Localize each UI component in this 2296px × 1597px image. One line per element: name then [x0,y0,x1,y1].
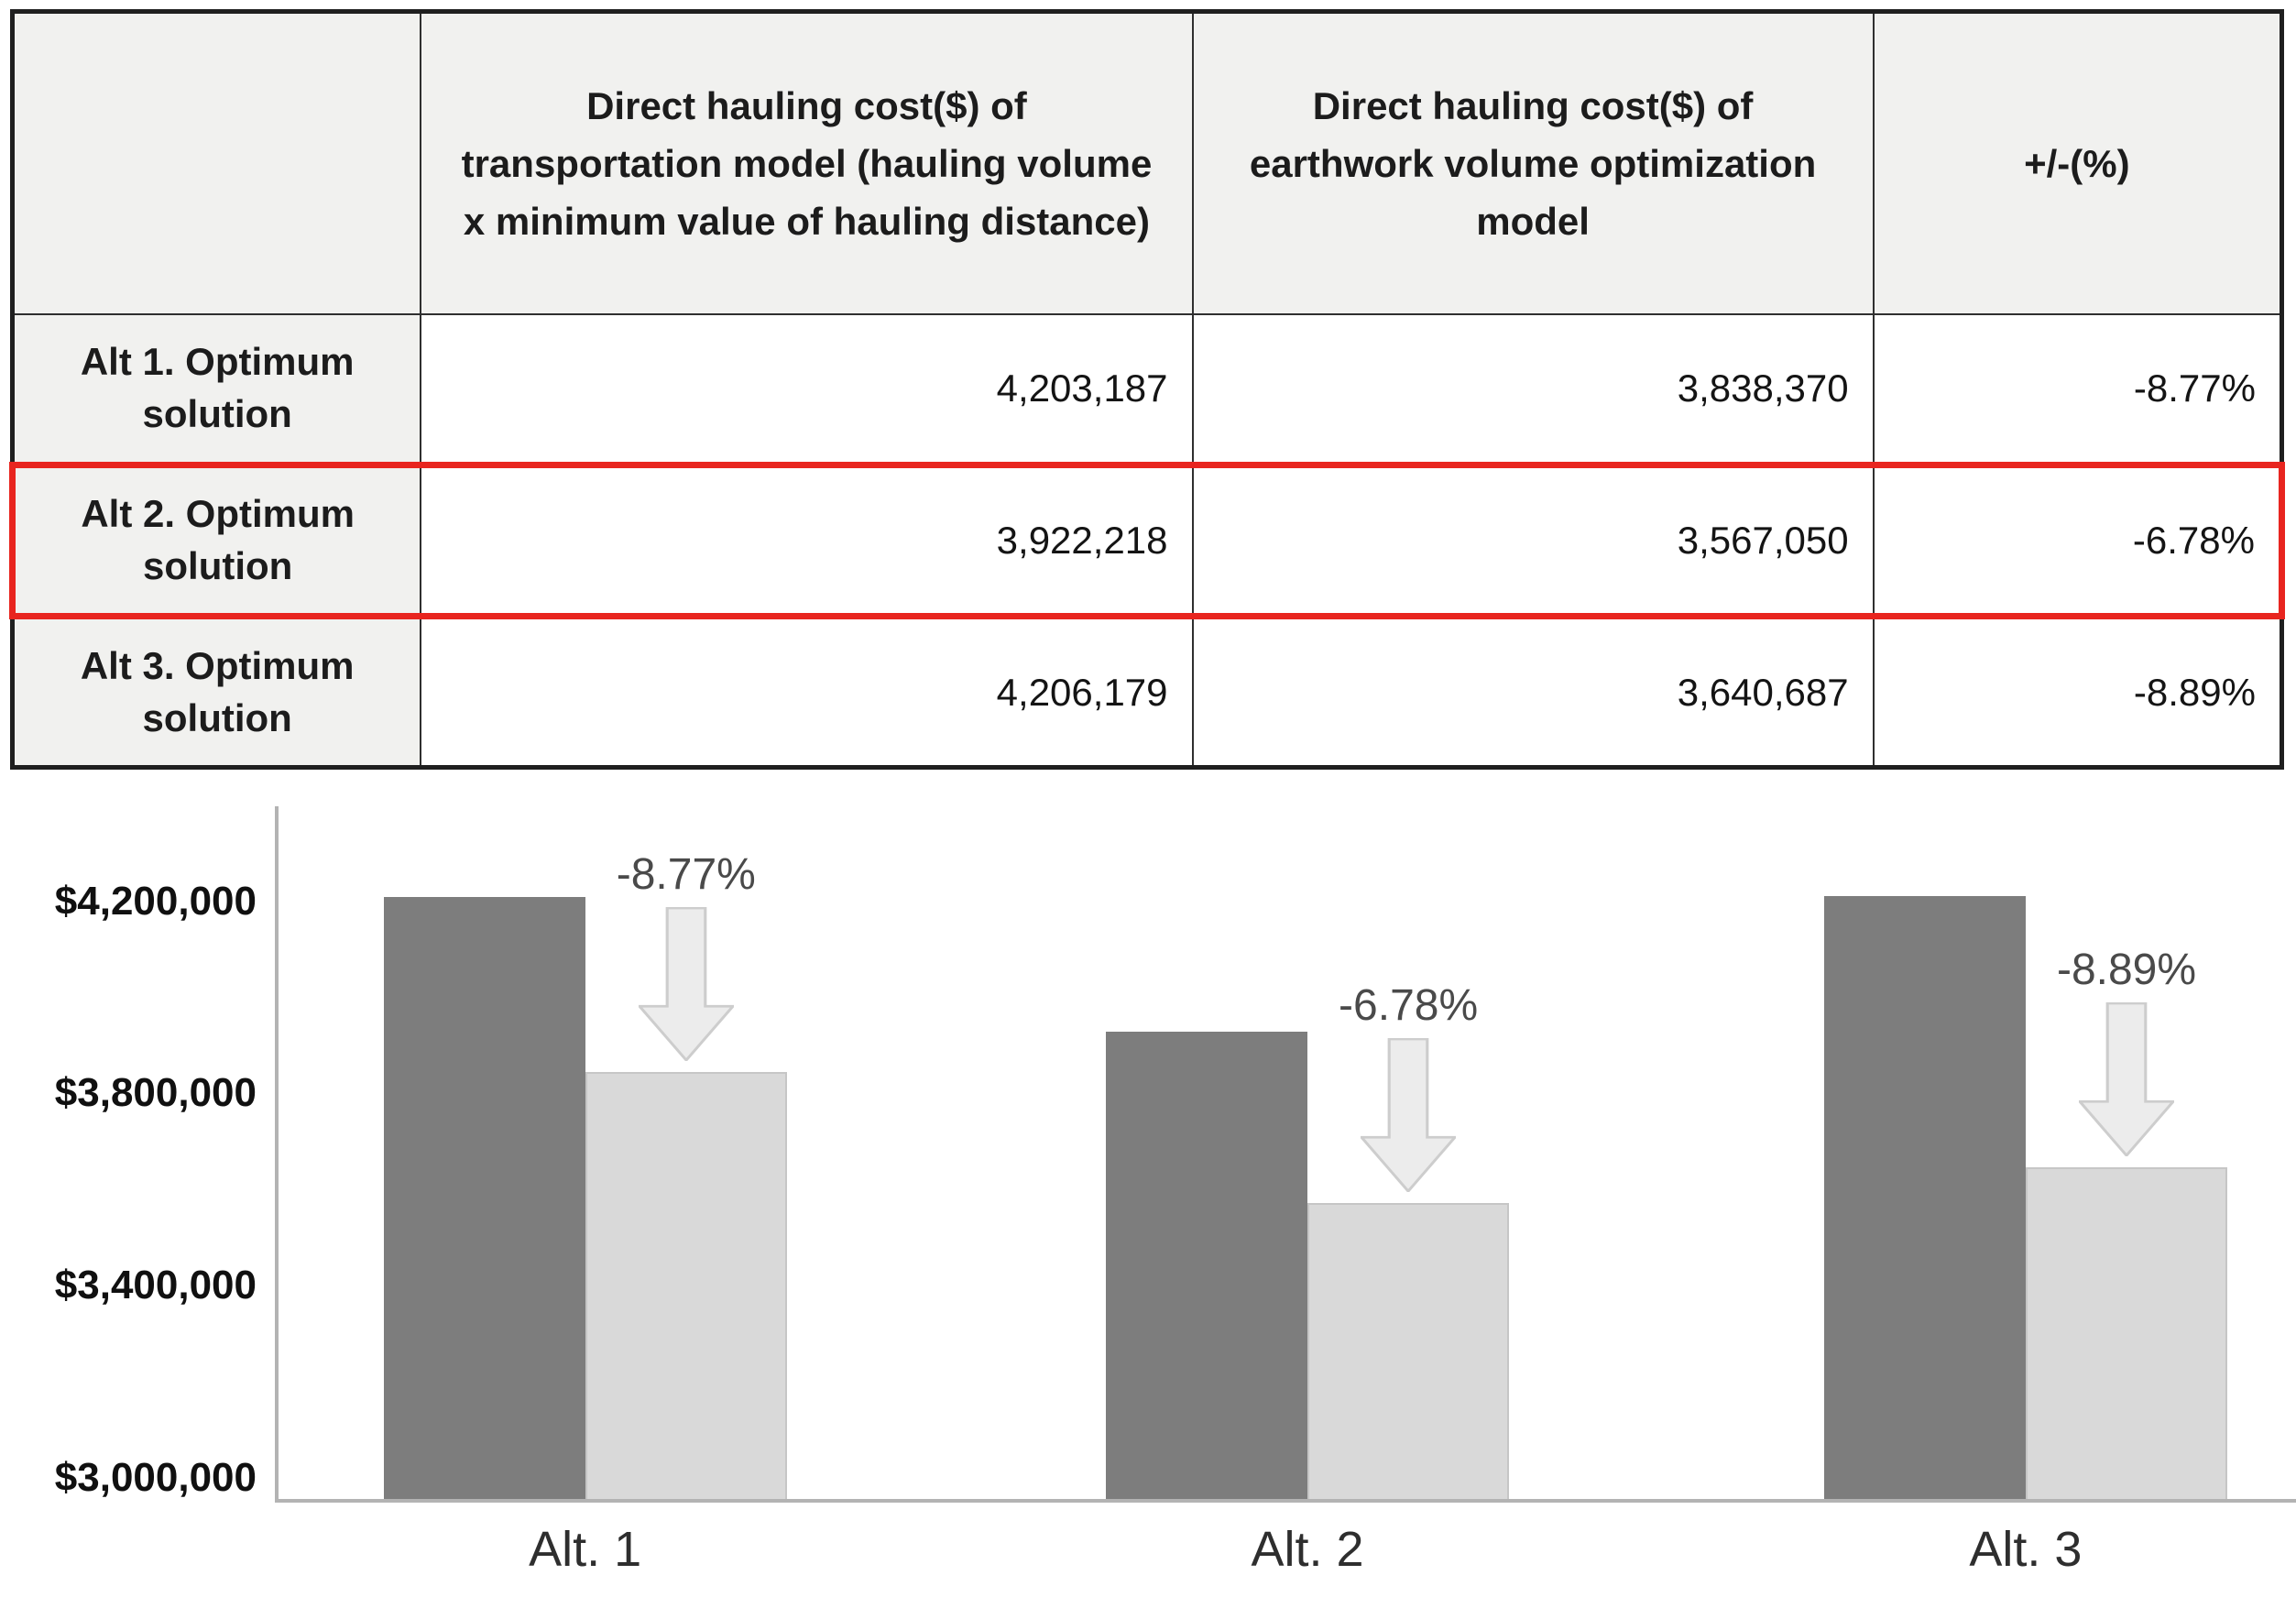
col-header-delta: +/-(%) [1872,10,2283,315]
transport-cost-cell: 3,922,218 [420,462,1194,619]
y-axis: $3,000,000 $3,400,000 $3,800,000 $4,200,000 [7,806,275,1503]
annotation: -8.77% [585,849,787,1062]
corner-header-cell [11,10,422,315]
cost-comparison-chart: $3,000,000 $3,400,000 $3,800,000 $4,200,000… [0,806,2296,1577]
y-tick-label: $4,200,000 [54,878,257,924]
category-label: Alt. 3 [1969,1522,2083,1577]
delta-cell: -8.89% [1872,615,2283,769]
y-tick-label: $3,800,000 [54,1070,257,1116]
transport-cost-cell: 4,206,179 [420,615,1194,769]
table-body: Alt 1. Optimum solution 4,203,187 3,838,… [9,312,2285,769]
optimized-cost-cell: 3,567,050 [1191,462,1875,619]
annotation-label: -6.78% [1339,980,1479,1030]
y-tick-label: $3,000,000 [54,1454,257,1500]
y-tick-label: $3,400,000 [54,1263,257,1308]
bar-transportation-cost [383,897,585,1499]
down-arrow-icon [2079,1002,2174,1156]
transport-cost-cell: 4,203,187 [420,312,1194,466]
bar-group: -8.89% Alt. 3 [1823,806,2228,1577]
down-arrow-icon [1361,1037,1457,1192]
table-row: Alt 3. Optimum solution 4,206,179 3,640,… [11,615,2283,769]
bar-transportation-cost [1823,895,2026,1499]
delta-cell: -6.78% [1872,462,2285,619]
header-row: Direct hauling cost($) of transportation… [11,10,2283,315]
bar-optimized-cost [2025,1167,2228,1499]
optimized-cost-cell: 3,640,687 [1191,615,1875,769]
category-label: Alt. 2 [1251,1522,1364,1577]
annotation-label: -8.89% [2056,946,2197,994]
row-label: Alt 1. Optimum solution [11,312,422,466]
table-row: Alt 2. Optimum solution 3,922,218 3,567,… [9,462,2285,619]
delta-cell: -8.77% [1872,312,2283,466]
cost-comparison-section: Direct hauling cost($) of transportation… [0,0,2296,770]
bar-group: -8.77% Alt. 1 [383,806,787,1577]
row-label: Alt 2. Optimum solution [9,462,422,619]
category-label: Alt. 1 [529,1522,642,1577]
down-arrow-icon [638,907,734,1062]
col-header-optimization: Direct hauling cost($) of earthwork volu… [1191,10,1875,315]
table-row: Alt 1. Optimum solution 4,203,187 3,838,… [11,312,2283,466]
annotation: -6.78% [1307,980,1509,1192]
plot-area: -8.77% Alt. 1 -6.78% Alt. 2 -8.89% Alt. … [275,806,2296,1577]
annotation: -8.89% [2026,945,2227,1156]
cost-comparison-table: Direct hauling cost($) of transportation… [9,9,2285,770]
col-header-transportation: Direct hauling cost($) of transportation… [420,10,1194,315]
annotation-label: -8.77% [616,850,756,900]
row-label: Alt 3. Optimum solution [11,615,422,769]
bar-group: -6.78% Alt. 2 [1105,806,1510,1577]
bar-transportation-cost [1105,1032,1307,1499]
bar-optimized-cost [585,1072,787,1499]
optimized-cost-cell: 3,838,370 [1191,312,1875,466]
bar-optimized-cost [1307,1202,1510,1499]
